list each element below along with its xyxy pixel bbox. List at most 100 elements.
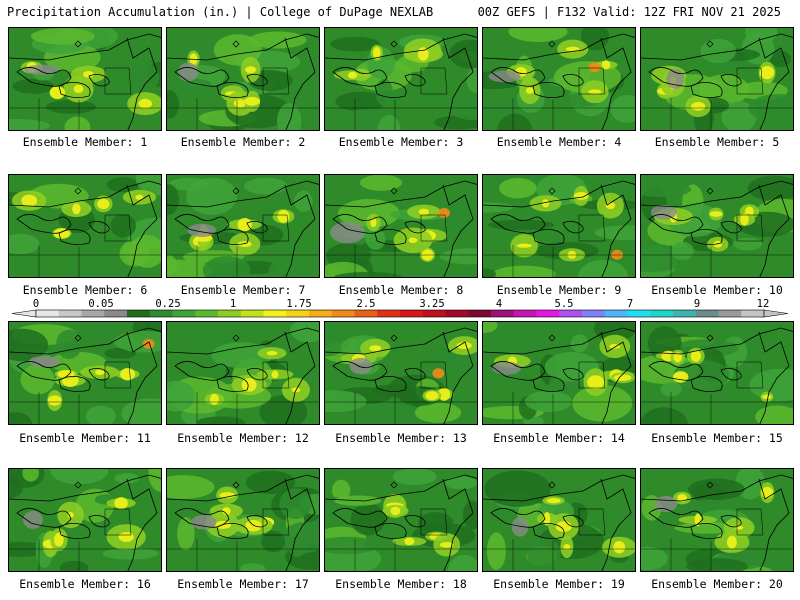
map-title: Precipitation Accumulation (in.) | Colle… — [7, 5, 434, 19]
precip-map-image — [9, 175, 161, 277]
colorbar-swatch — [309, 310, 333, 317]
precip-map-image — [641, 322, 793, 424]
ensemble-member-map — [640, 27, 794, 131]
ensemble-member-label: Ensemble Member: 14 — [493, 431, 625, 445]
precip-map-image — [483, 28, 635, 130]
colorbar-swatch — [400, 310, 424, 317]
ensemble-member-map — [482, 174, 636, 278]
ensemble-member-label: Ensemble Member: 20 — [651, 577, 783, 591]
colorbar-swatch — [718, 310, 742, 317]
colorbar-swatch — [673, 310, 697, 317]
colorbar-swatch — [604, 310, 628, 317]
colorbar-tick-label: 1 — [229, 298, 237, 310]
precip-map-image — [641, 28, 793, 130]
colorbar-swatch — [513, 310, 537, 317]
precip-map-image — [167, 28, 319, 130]
colorbar-tick-label: 7 — [626, 298, 634, 310]
colorbar-swatch — [377, 310, 401, 317]
colorbar-tick-label: 3.25 — [419, 298, 445, 310]
ensemble-member-map — [324, 174, 478, 278]
colorbar-swatch — [149, 310, 173, 317]
colorbar-swatch — [627, 310, 651, 317]
precip-map-image — [9, 469, 161, 571]
colorbar-swatch — [195, 310, 219, 317]
ensemble-member-map — [166, 174, 320, 278]
colorbar-swatch — [218, 310, 242, 317]
colorbar-tick-label: 2.5 — [356, 298, 376, 310]
precip-map-image — [483, 175, 635, 277]
ensemble-member-map — [482, 27, 636, 131]
colorbar-swatch — [491, 310, 515, 317]
colorbar-swatch — [445, 310, 469, 317]
precip-map-image — [641, 469, 793, 571]
colorbar-swatch — [468, 310, 492, 317]
ensemble-member-map — [640, 468, 794, 572]
run-valid-time: 00Z GEFS | F132 Valid: 12Z FRI NOV 21 20… — [477, 5, 781, 19]
ensemble-member-map — [324, 27, 478, 131]
precip-map-image — [167, 322, 319, 424]
ensemble-member-map — [640, 174, 794, 278]
colorbar-swatch — [536, 310, 560, 317]
precip-map-image — [325, 469, 477, 571]
ensemble-member-map — [8, 321, 162, 425]
ensemble-member-label: Ensemble Member: 19 — [493, 577, 625, 591]
colorbar-swatch — [263, 310, 287, 317]
colorbar-swatch — [36, 310, 60, 317]
colorbar-swatch — [286, 310, 310, 317]
colorbar-swatch — [741, 310, 765, 317]
ensemble-member-map — [640, 321, 794, 425]
ensemble-member-map — [482, 321, 636, 425]
ensemble-member-label: Ensemble Member: 9 — [496, 283, 622, 297]
precip-colorbar — [11, 309, 789, 318]
colorbar-tick-label: 0 — [32, 298, 40, 310]
precip-map-image — [325, 28, 477, 130]
ensemble-member-label: Ensemble Member: 18 — [335, 577, 467, 591]
precip-map-image — [483, 322, 635, 424]
colorbar-swatch — [582, 310, 606, 317]
ensemble-member-label: Ensemble Member: 16 — [19, 577, 151, 591]
ensemble-member-label: Ensemble Member: 4 — [496, 135, 622, 149]
colorbar-tick-label: 0.25 — [155, 298, 181, 310]
ensemble-member-label: Ensemble Member: 1 — [22, 135, 148, 149]
colorbar-tick-label: 9 — [693, 298, 701, 310]
ensemble-member-map — [324, 321, 478, 425]
colorbar-swatch — [240, 310, 264, 317]
ensemble-member-label: Ensemble Member: 7 — [180, 283, 306, 297]
ensemble-member-map — [482, 468, 636, 572]
ensemble-member-label: Ensemble Member: 13 — [335, 431, 467, 445]
precip-map-image — [9, 28, 161, 130]
precip-map-image — [167, 175, 319, 277]
ensemble-member-map — [166, 468, 320, 572]
colorbar-swatch — [354, 310, 378, 317]
precip-map-image — [483, 469, 635, 571]
colorbar-swatch — [331, 310, 355, 317]
colorbar-swatch — [559, 310, 583, 317]
colorbar-tick-label: 12 — [756, 298, 770, 310]
ensemble-member-label: Ensemble Member: 10 — [651, 283, 783, 297]
colorbar-swatch — [650, 310, 674, 317]
ensemble-member-label: Ensemble Member: 15 — [651, 431, 783, 445]
ensemble-member-map — [8, 27, 162, 131]
colorbar-swatch — [172, 310, 196, 317]
ensemble-member-label: Ensemble Member: 11 — [19, 431, 151, 445]
precip-map-image — [325, 322, 477, 424]
ensemble-member-label: Ensemble Member: 12 — [177, 431, 309, 445]
colorbar-swatch — [127, 310, 151, 317]
colorbar-tick-label: 4 — [495, 298, 503, 310]
colorbar-tick-label: 0.05 — [88, 298, 114, 310]
colorbar-swatch — [104, 310, 128, 317]
precip-map-image — [9, 322, 161, 424]
ensemble-member-map — [324, 468, 478, 572]
ensemble-member-label: Ensemble Member: 8 — [338, 283, 464, 297]
ensemble-member-label: Ensemble Member: 6 — [22, 283, 148, 297]
colorbar-swatch — [81, 310, 105, 317]
precip-map-image — [325, 175, 477, 277]
ensemble-member-map — [8, 468, 162, 572]
colorbar-tick-label: 1.75 — [286, 298, 312, 310]
ensemble-member-label: Ensemble Member: 3 — [338, 135, 464, 149]
ensemble-member-map — [8, 174, 162, 278]
ensemble-member-map — [166, 321, 320, 425]
colorbar-right-arrow — [763, 309, 789, 318]
precip-map-image — [167, 469, 319, 571]
colorbar-left-arrow — [11, 309, 37, 318]
